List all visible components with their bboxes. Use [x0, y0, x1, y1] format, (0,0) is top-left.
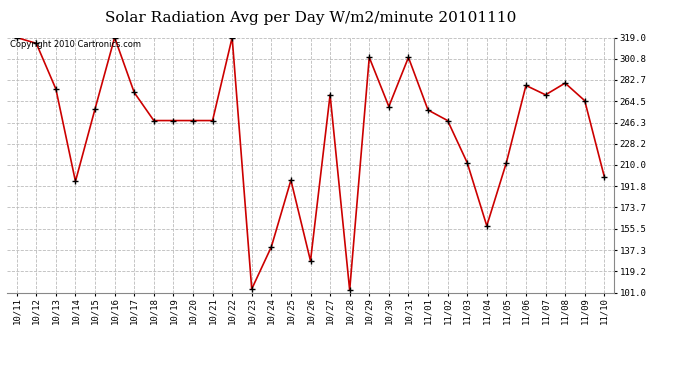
Text: Copyright 2010 Cartronics.com: Copyright 2010 Cartronics.com — [10, 40, 141, 49]
Text: Solar Radiation Avg per Day W/m2/minute 20101110: Solar Radiation Avg per Day W/m2/minute … — [105, 11, 516, 25]
